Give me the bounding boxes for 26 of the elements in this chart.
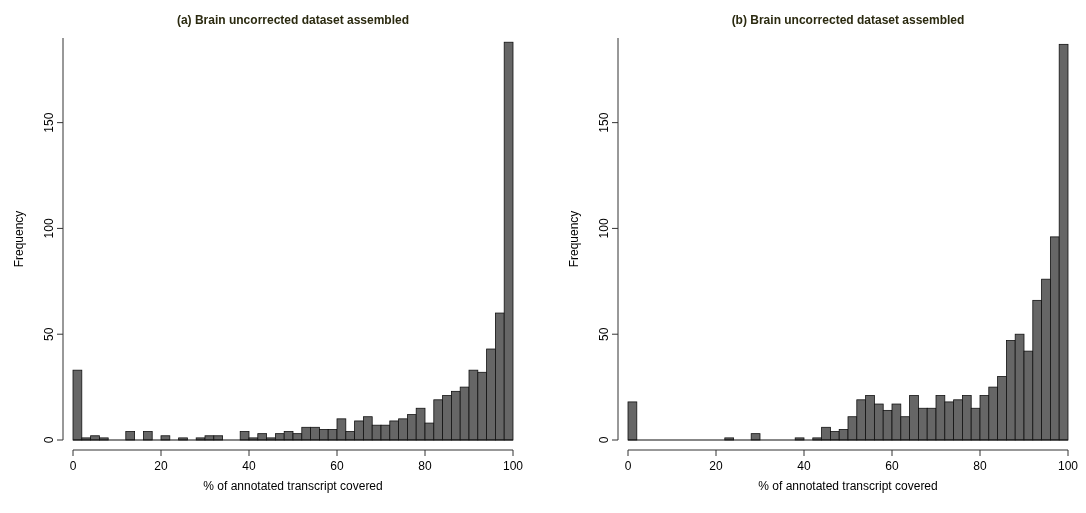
x-tick-label: 100 — [502, 459, 524, 473]
chart-title: (b) Brain uncorrected dataset assembled — [731, 13, 965, 27]
x-tick-label: 40 — [797, 459, 811, 473]
x-tick-label: 20 — [709, 459, 723, 473]
y-tick-label: 100 — [42, 218, 56, 239]
x-axis-title: % of annotated transcript covered — [758, 479, 938, 493]
y-tick-label: 0 — [597, 436, 611, 444]
y-tick-label: 50 — [42, 327, 56, 341]
x-tick-label: 0 — [69, 459, 77, 473]
y-axis-title: Frequency — [12, 210, 26, 268]
x-tick-label: 0 — [624, 459, 632, 473]
x-tick-label: 60 — [330, 459, 344, 473]
x-tick-label: 40 — [242, 459, 256, 473]
chart-title: (a) Brain uncorrected dataset assembled — [176, 13, 410, 27]
x-tick-label: 80 — [418, 459, 432, 473]
x-tick-label: 60 — [885, 459, 899, 473]
y-tick-label: 0 — [42, 436, 56, 444]
y-axis-title: Frequency — [567, 210, 581, 268]
x-tick-label: 80 — [973, 459, 987, 473]
y-tick-label: 100 — [597, 218, 611, 239]
y-tick-label: 150 — [42, 112, 56, 133]
x-axis-title: % of annotated transcript covered — [203, 479, 383, 493]
x-tick-label: 20 — [154, 459, 168, 473]
y-tick-label: 50 — [597, 327, 611, 341]
x-tick-label: 100 — [1057, 459, 1079, 473]
y-tick-label: 150 — [597, 112, 611, 133]
